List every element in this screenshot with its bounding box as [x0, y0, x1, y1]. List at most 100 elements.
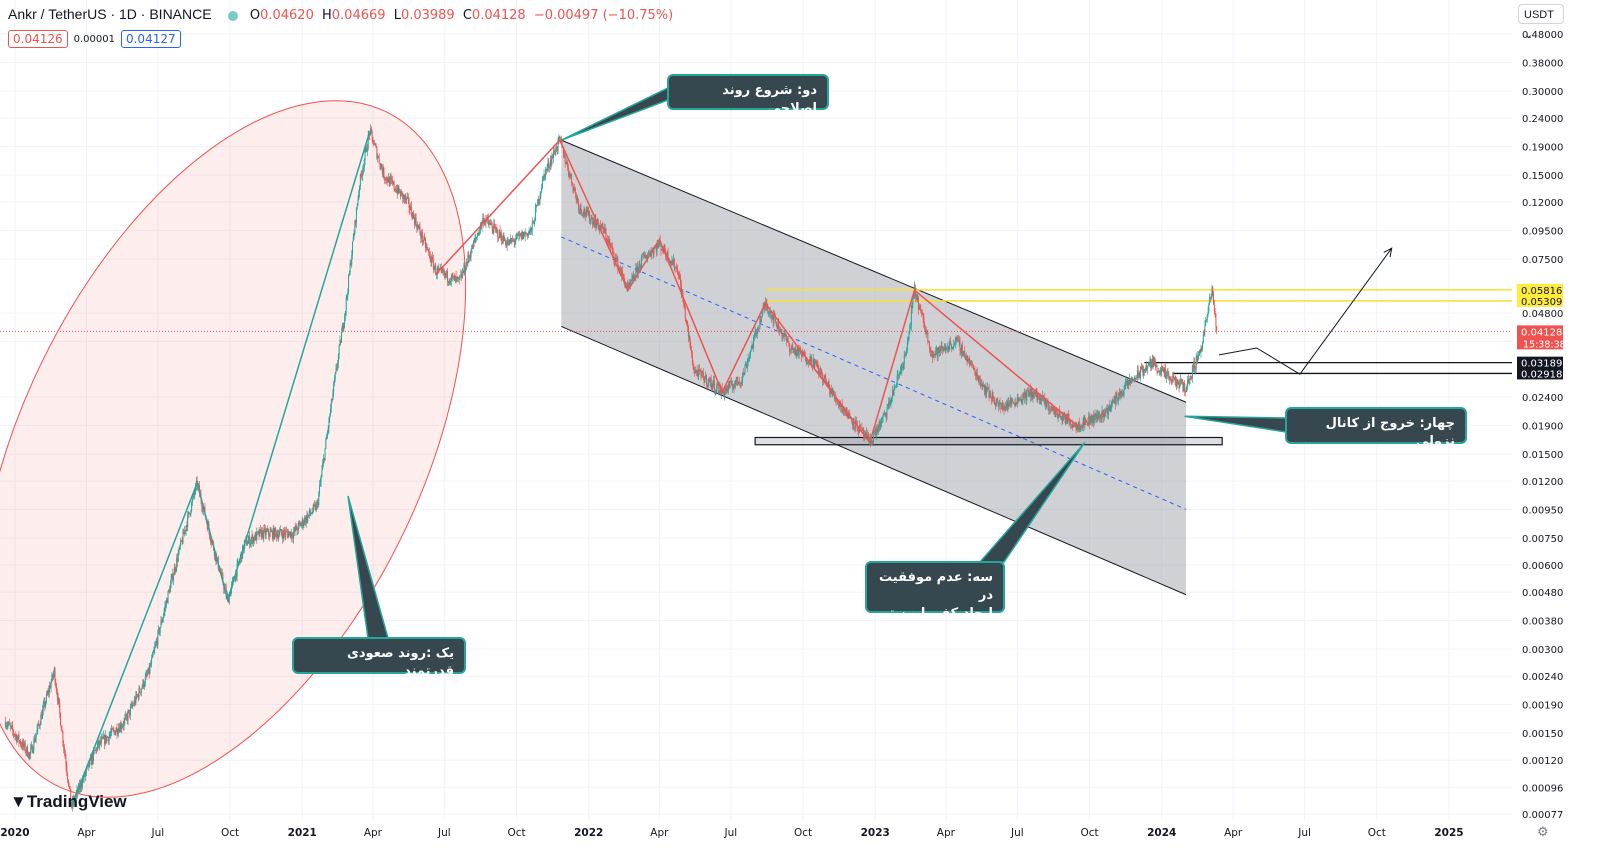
candle-down	[451, 274, 453, 277]
candle-up	[149, 665, 151, 674]
candle-down	[292, 536, 294, 539]
candle-down	[760, 319, 762, 323]
y-tick-label: 0.00380	[1522, 617, 1563, 628]
candle-down	[458, 277, 460, 280]
candle-up	[346, 295, 348, 299]
candle-up	[543, 174, 545, 176]
candle-down	[956, 337, 958, 339]
candle-up	[52, 673, 54, 678]
candle-up	[305, 515, 307, 524]
candle-up	[145, 673, 147, 677]
candle-down	[1203, 331, 1205, 333]
candle-down	[921, 312, 923, 314]
candle-down	[302, 519, 304, 526]
candle-down	[842, 410, 844, 413]
candle-up	[1041, 399, 1043, 401]
candle-down	[938, 347, 940, 354]
candle-up	[293, 531, 295, 539]
candle-down	[9, 724, 11, 727]
settings-gear-icon[interactable]: ⚙	[1537, 825, 1549, 840]
tradingview-logo[interactable]: ▼TradingView	[10, 792, 127, 812]
candle-down	[1139, 372, 1141, 379]
candle-up	[786, 338, 788, 342]
candle-down	[24, 742, 26, 752]
candle-up	[734, 384, 736, 387]
candle-up	[187, 514, 189, 528]
candle-down	[838, 403, 840, 406]
candle-down	[657, 243, 659, 247]
candle-up	[1140, 367, 1142, 379]
candle-down	[1003, 409, 1005, 411]
candle-up	[648, 252, 650, 254]
candle-up	[893, 388, 895, 395]
candle-up	[887, 407, 889, 409]
sell-price-button[interactable]: 0.04126	[8, 30, 68, 48]
candle-down	[27, 746, 29, 757]
candle-down	[1061, 416, 1063, 422]
candle-up	[318, 493, 320, 505]
candle-up	[1183, 383, 1185, 392]
candle-down	[234, 580, 236, 582]
candle-down	[1191, 376, 1193, 379]
candle-down	[636, 266, 638, 274]
candle-down	[928, 341, 930, 343]
candle-down	[664, 245, 666, 253]
currency-select[interactable]: USDT ⌄	[1518, 4, 1564, 41]
candle-up	[414, 217, 416, 225]
candle-up	[757, 327, 759, 334]
candle-up	[541, 179, 543, 189]
candle-down	[428, 251, 430, 255]
y-tick-label: 0.12000	[1522, 198, 1563, 209]
candle-up	[410, 206, 412, 210]
candle-up	[1062, 415, 1064, 422]
candle-up	[884, 412, 886, 414]
candle-down	[602, 224, 604, 229]
candle-up	[557, 138, 559, 149]
price-tag-bg	[1517, 294, 1563, 307]
candle-up	[324, 448, 326, 461]
candle-up	[1207, 311, 1209, 316]
candle-up	[194, 493, 196, 495]
candle-up	[1179, 380, 1181, 388]
candle-down	[691, 350, 693, 353]
candle-up	[508, 240, 510, 245]
y-tick-label: 0.00480	[1522, 588, 1563, 599]
candle-up	[475, 238, 477, 239]
candle-down	[1067, 414, 1069, 419]
candle-up	[249, 542, 251, 546]
candle-up	[579, 205, 581, 210]
candle-up	[463, 264, 465, 273]
x-tick-label: 2023	[861, 827, 890, 839]
candle-up	[479, 229, 481, 235]
candle-up	[1048, 409, 1050, 411]
candle-up	[366, 148, 368, 152]
candle-down	[221, 572, 223, 575]
candle-up	[454, 276, 456, 281]
candle-down	[287, 532, 289, 538]
symbol-title[interactable]: Ankr / TetherUS · 1D · BINANCE	[8, 6, 212, 22]
candle-down	[1182, 384, 1184, 392]
candle-up	[876, 428, 878, 435]
candle-up	[319, 482, 321, 486]
candle-up	[1166, 372, 1168, 375]
candle-down	[94, 750, 96, 752]
candle-up	[1100, 414, 1102, 419]
candle-down	[607, 239, 609, 244]
candle-up	[1107, 407, 1109, 415]
candle-up	[1189, 376, 1191, 379]
candle-up	[311, 513, 313, 514]
candle-down	[284, 532, 286, 536]
y-tick-label: 0.00096	[1522, 783, 1563, 794]
candle-up	[889, 404, 891, 406]
candle-up	[526, 233, 528, 234]
buy-price-button[interactable]: 0.04127	[120, 30, 181, 48]
candle-down	[676, 266, 678, 268]
candle-down	[505, 240, 507, 245]
candle-down	[575, 193, 577, 200]
candle-down	[156, 641, 158, 645]
candle-down	[19, 740, 21, 745]
price-tag-bg	[1517, 367, 1563, 380]
candle-up	[191, 498, 193, 503]
price-tag-bg	[1517, 356, 1563, 369]
